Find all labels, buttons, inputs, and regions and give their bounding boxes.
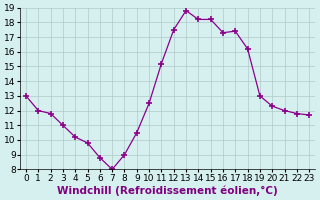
X-axis label: Windchill (Refroidissement éolien,°C): Windchill (Refroidissement éolien,°C): [57, 185, 278, 196]
